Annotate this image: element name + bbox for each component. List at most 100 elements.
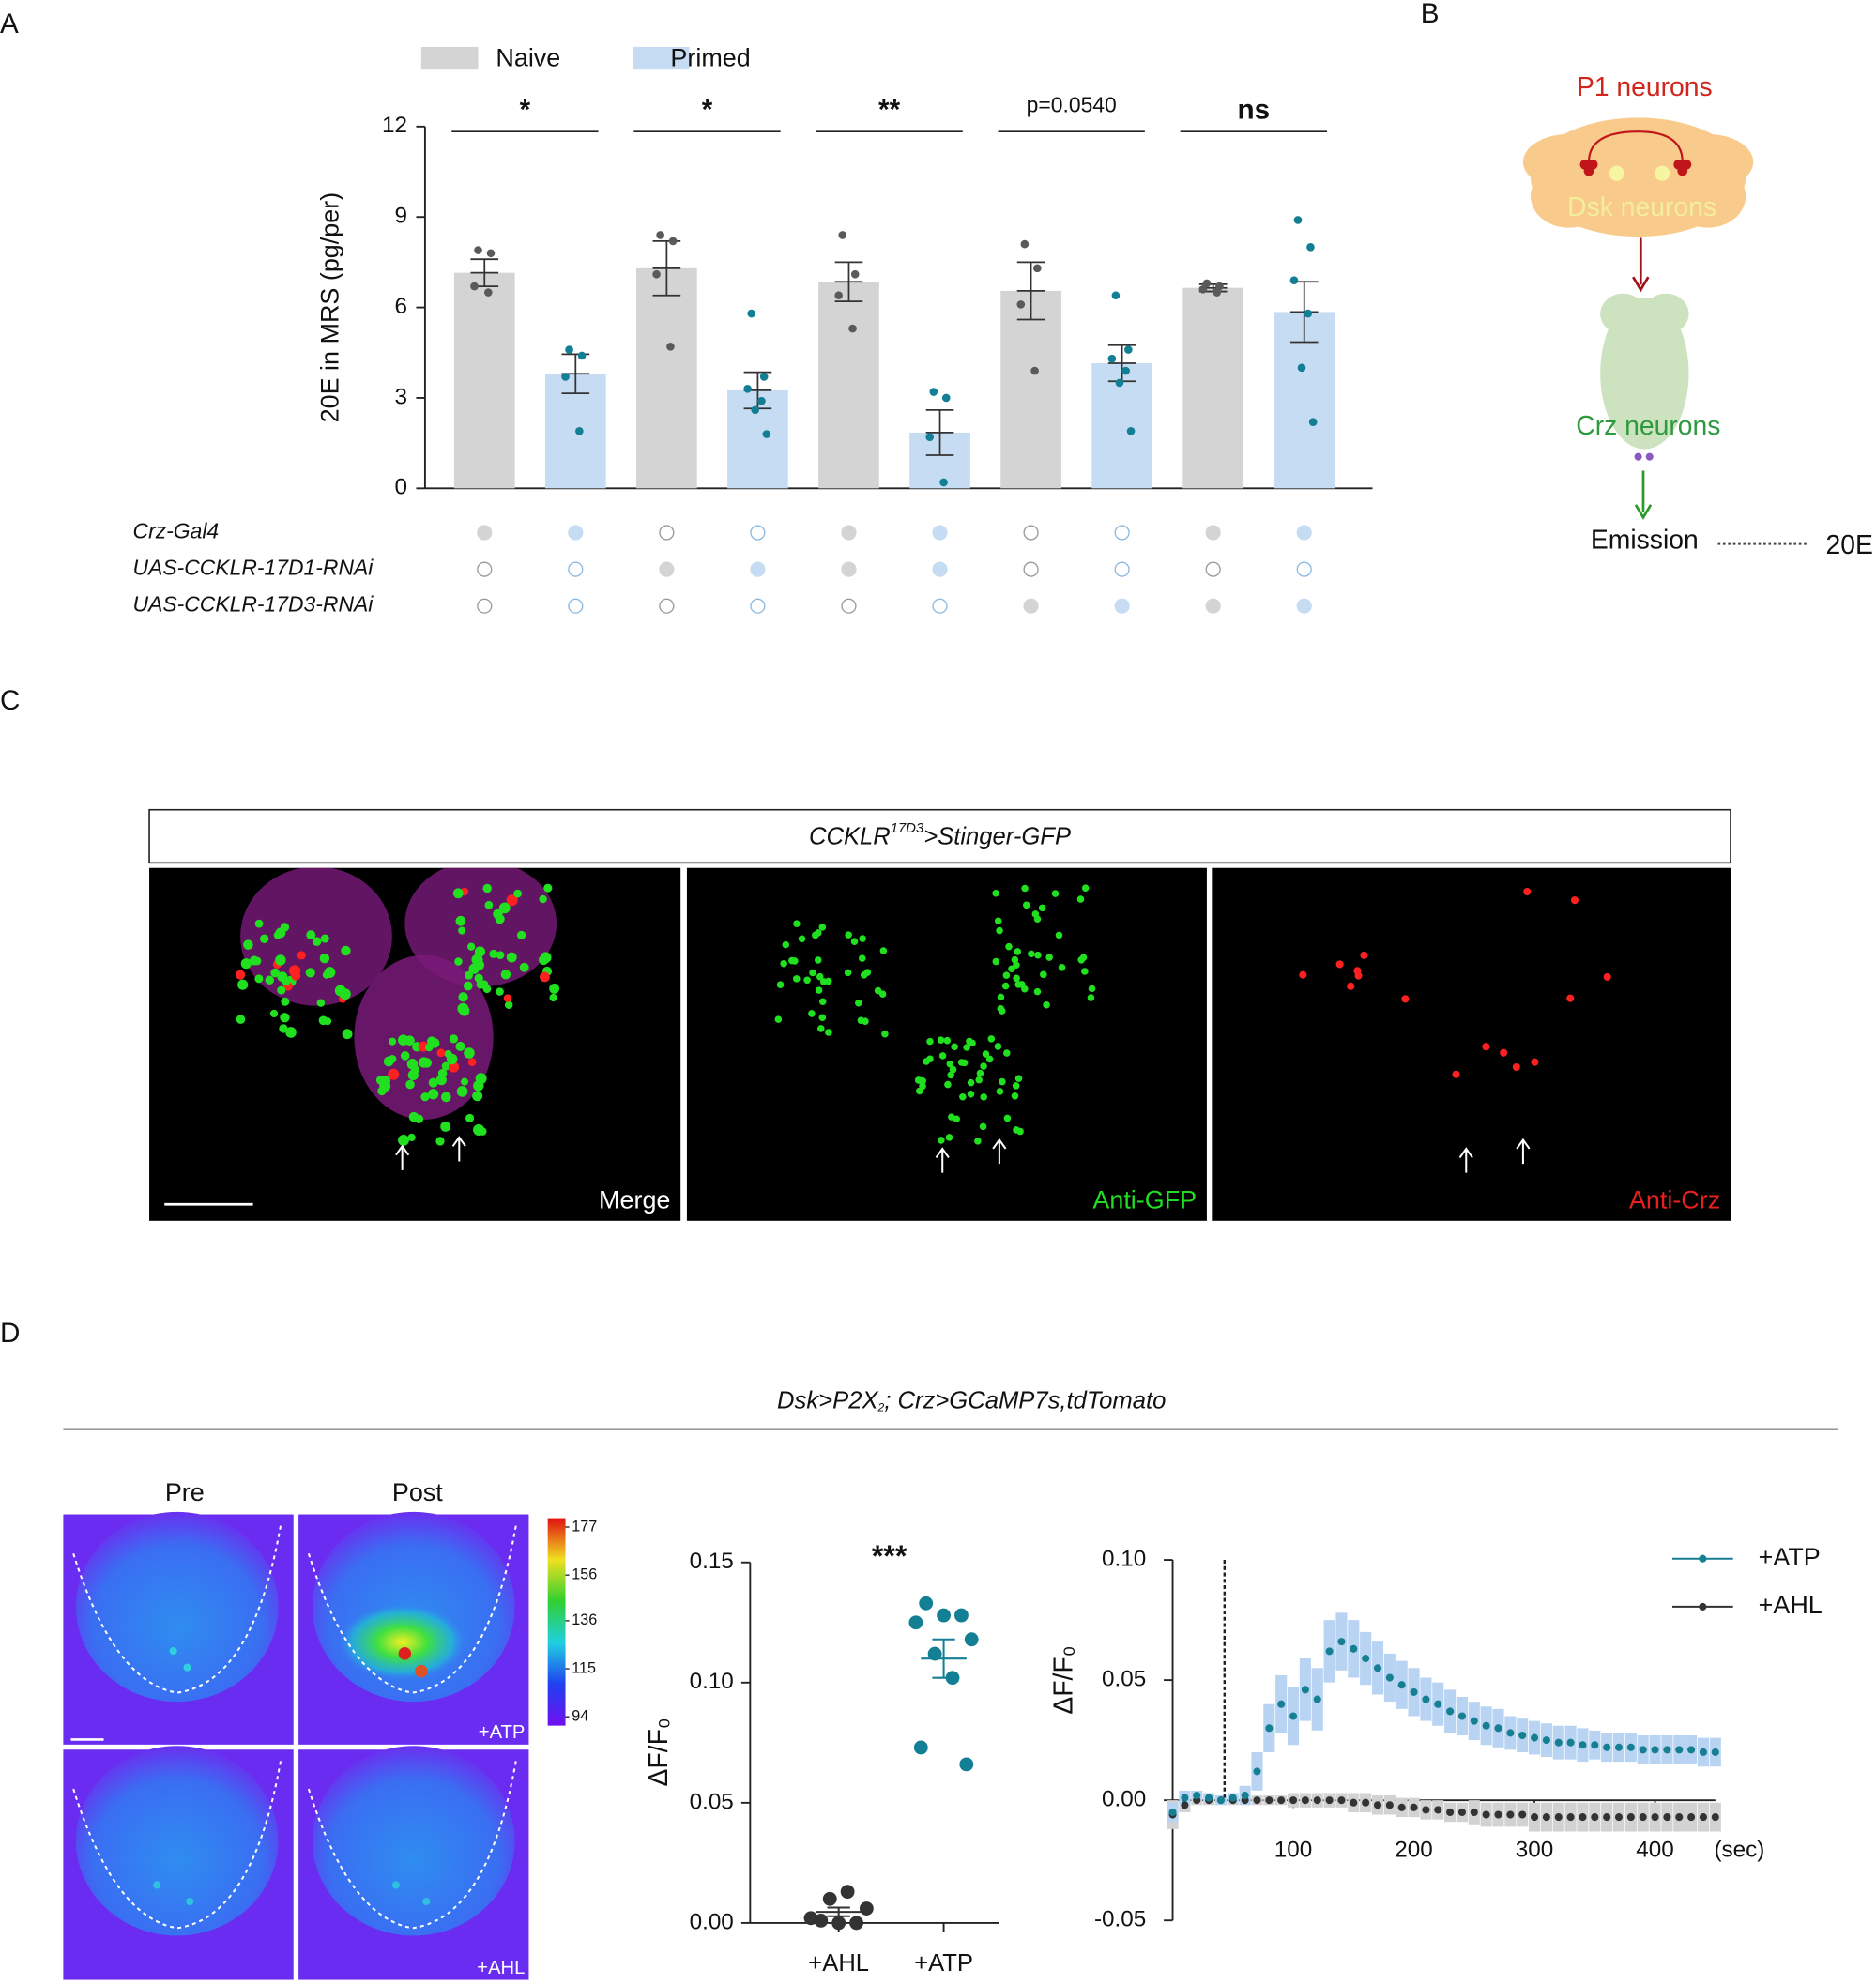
- y-axis-label: ΔF/F₀: [643, 1718, 673, 1786]
- data-point: [1228, 1794, 1237, 1802]
- data-point: [1033, 264, 1042, 273]
- cell: [1335, 960, 1344, 969]
- title-part: CCKLR: [809, 823, 891, 849]
- cell: [992, 889, 999, 897]
- colorbar-label: 136: [572, 1611, 597, 1628]
- cell: [420, 1092, 430, 1102]
- data-point: [1675, 1746, 1684, 1754]
- cell: [854, 999, 862, 1007]
- cell: [435, 1137, 445, 1146]
- cell: [254, 919, 264, 928]
- micrograph-label: Anti-GFP: [1092, 1186, 1197, 1214]
- cell: [543, 883, 553, 893]
- cell: [1033, 987, 1042, 996]
- cell: [1043, 1000, 1050, 1009]
- cell: [455, 915, 466, 926]
- cell: [503, 994, 512, 1002]
- title-part: 2: [877, 1401, 885, 1414]
- cell: [452, 888, 464, 899]
- significance-label: p=0.0540: [1027, 92, 1117, 116]
- data-point: [1518, 1810, 1527, 1819]
- calcium-images: [63, 1511, 566, 1980]
- cell: [236, 970, 246, 980]
- data-point: [1253, 1796, 1261, 1805]
- cell: [269, 1009, 279, 1018]
- cell: [774, 1015, 783, 1023]
- data-point: [1626, 1743, 1635, 1751]
- cell: [825, 1029, 832, 1036]
- cell: [1354, 971, 1363, 980]
- cell: [243, 939, 253, 950]
- cell: [1014, 948, 1022, 955]
- cell: [859, 935, 866, 942]
- x-tick-label: 100: [1274, 1837, 1312, 1862]
- data-point: [1337, 1638, 1346, 1646]
- cell: [959, 1092, 967, 1101]
- cell: [240, 958, 252, 970]
- legend-swatch: [632, 46, 690, 70]
- data-point: [1651, 1813, 1659, 1822]
- data-point: [1168, 1808, 1177, 1817]
- data-point: [1198, 284, 1208, 294]
- data-point: [1699, 1748, 1708, 1756]
- data-point: [1126, 426, 1136, 435]
- data-point: [1457, 1712, 1466, 1720]
- y-tick-label: 0.05: [1102, 1667, 1146, 1692]
- genotype-dot-empty: [568, 598, 584, 614]
- cell: [1003, 1049, 1011, 1057]
- genotype-dot-empty: [1114, 525, 1130, 541]
- data-point: [565, 345, 573, 354]
- cell: [985, 1055, 994, 1063]
- cell: [980, 1062, 987, 1070]
- cell: [519, 962, 529, 972]
- x-tick-label: 400: [1636, 1837, 1673, 1862]
- cell: [1031, 910, 1040, 918]
- cell: [441, 1092, 451, 1103]
- cell: [280, 1013, 290, 1023]
- cell: [458, 992, 468, 1002]
- x-axis-label: (sec): [1714, 1837, 1764, 1862]
- cell: [1005, 942, 1013, 951]
- data-point: [1020, 239, 1030, 249]
- y-tick-label: -0.05: [1094, 1907, 1146, 1932]
- cell: [254, 974, 264, 984]
- imaging-title: Dsk>P2X2; Crz>GCaMP7s,tdTomato: [777, 1387, 1166, 1413]
- panel-label: A: [0, 8, 19, 39]
- cell: [1055, 931, 1063, 939]
- panel-label: B: [1421, 0, 1440, 29]
- y-tick-label: 0.00: [690, 1909, 734, 1934]
- data-point: [1313, 1695, 1321, 1703]
- data-point: [1293, 216, 1303, 224]
- genotype-dot-filled: [932, 525, 948, 541]
- data-point: [1289, 276, 1299, 284]
- data-point: [1542, 1813, 1550, 1822]
- data-point: [1289, 1796, 1298, 1805]
- cell: [405, 1079, 415, 1090]
- cell: [812, 931, 819, 939]
- cell: [472, 1091, 483, 1102]
- cell: [1040, 970, 1047, 979]
- data-point: [849, 1916, 863, 1931]
- panel-label: C: [0, 685, 20, 716]
- cell: [506, 952, 517, 963]
- cell: [780, 959, 787, 968]
- genotype-dot-empty: [841, 598, 857, 614]
- cell: [375, 1076, 386, 1085]
- genotype-dot-filled: [1296, 525, 1312, 541]
- cell: [937, 1036, 945, 1044]
- cell: [815, 986, 823, 994]
- cell: [473, 1080, 484, 1092]
- cell: [994, 1043, 1002, 1050]
- data-point: [959, 1757, 974, 1772]
- cell: [863, 969, 872, 976]
- cell: [996, 926, 1003, 935]
- cell: [389, 1037, 397, 1046]
- genotype-dot-empty: [1296, 561, 1312, 577]
- data-point: [831, 1916, 846, 1931]
- genotype-dot-filled: [659, 561, 675, 577]
- cell: [1022, 901, 1030, 909]
- row-label: +ATP: [479, 1722, 526, 1743]
- cell: [237, 979, 249, 990]
- cell: [312, 937, 322, 947]
